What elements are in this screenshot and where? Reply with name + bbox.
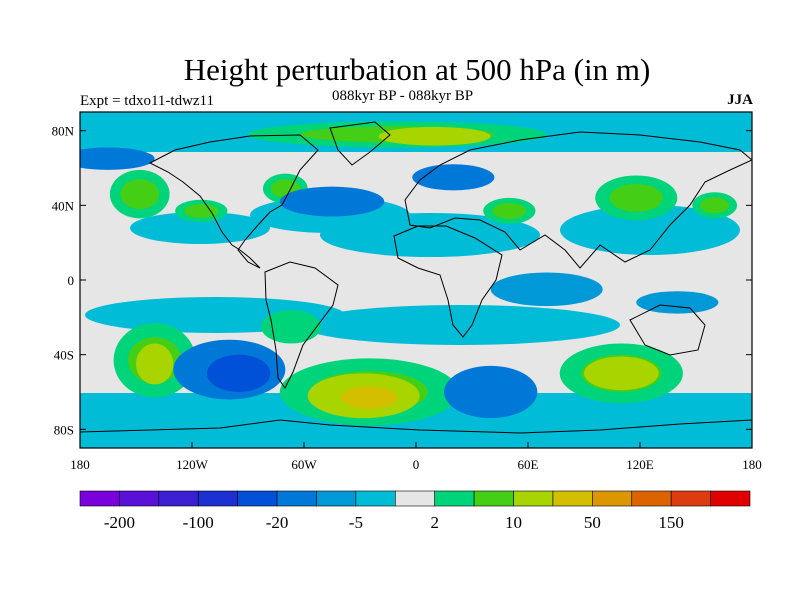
lat-tick-label: 40S [54,348,74,363]
map-panel [79,111,753,449]
africa-outline [393,225,503,338]
colorbar-label: 150 [658,513,684,532]
colorbar-label: -20 [266,513,289,532]
experiment-label: Expt = tdxo11-tdwz11 [80,93,214,109]
anomaly-feature-17 [206,354,271,393]
south-atlantic-band [300,305,620,345]
anomaly-feature-core-6 [609,183,663,212]
colorbar-swatch [197,490,238,507]
colorbar-label: 10 [505,513,522,532]
map-title: Height perturbation at 500 hPa (in m) [183,52,651,87]
colorbar-swatch [394,490,436,507]
anomaly-feature-4 [378,126,491,146]
australia-outline [629,304,706,356]
colorbar-swatch [79,490,120,507]
colorbar-swatch [473,490,514,507]
lat-tick-label: 80N [52,124,75,139]
lon-tick-label: 60W [291,457,317,472]
colorbar-swatch [552,490,593,507]
latitude-axis: 80N 40N 0 40S 80S [52,124,752,437]
colorbar-swatch [158,490,199,507]
anomaly-feature-21 [80,147,155,170]
colorbar-label: -100 [183,513,214,532]
lat-tick-label: 80S [54,422,74,437]
south-america-outline [264,261,339,389]
anomaly-feature-9 [136,343,174,385]
lat-tick-label: 0 [68,273,75,288]
anomaly-feature-19 [279,186,385,217]
lon-tick-label: 60E [518,457,539,472]
colorbar: -200 -100 -20 -5 2 10 50 150 [79,490,751,532]
period-label: 088kyr BP - 088kyr BP [332,88,474,104]
west-pacific-band [560,205,740,255]
anomaly-feature-18 [444,365,538,419]
colorbar-label: 50 [584,513,601,532]
anomaly-feature-10 [261,309,321,344]
antarctica-outline [80,419,752,434]
colorbar-swatch [355,490,396,507]
colorbar-swatch [670,490,711,507]
coastlines [80,121,752,434]
colorbar-label: -5 [349,513,363,532]
anomaly-feature-20 [412,164,495,191]
anomaly-feature-core-7 [700,197,730,214]
colorbar-swatch [631,490,672,507]
north-america-outline [148,134,319,269]
lat-tick-label: 40N [52,198,75,213]
lon-tick-label: 180 [70,457,90,472]
colorbar-swatch [434,490,475,507]
longitude-axis: 180 120W 60W 0 60E 120E 180 [70,442,762,472]
north-pacific-band [130,212,270,244]
anomaly-feature-22 [636,291,719,314]
colorbar-swatch [513,490,554,507]
anomaly-feature-23 [490,272,603,307]
lon-tick-label: 0 [413,457,420,472]
lon-tick-label: 120E [626,457,654,472]
anomaly-feature-core-1 [184,203,219,218]
colorbar-label: -200 [104,513,135,532]
colorbar-swatch [316,490,357,507]
anomaly-feature-13 [341,386,398,409]
eurasia-outline [404,131,752,269]
colorbar-swatch [237,490,278,507]
colorbar-swatch [119,490,160,507]
greenland-outline [329,121,391,166]
lon-tick-label: 120W [176,457,209,472]
colorbar-swatch [710,490,751,507]
lon-tick-label: 180 [742,457,762,472]
colorbar-label: 2 [430,513,439,532]
colorbar-swatch [276,490,317,507]
anomaly-feature-core-0 [120,179,160,210]
colorbar-swatch [592,490,633,507]
anomaly-feature-core-5 [492,202,527,220]
anomaly-feature-15 [584,356,659,391]
season-label: JJA [727,92,753,108]
